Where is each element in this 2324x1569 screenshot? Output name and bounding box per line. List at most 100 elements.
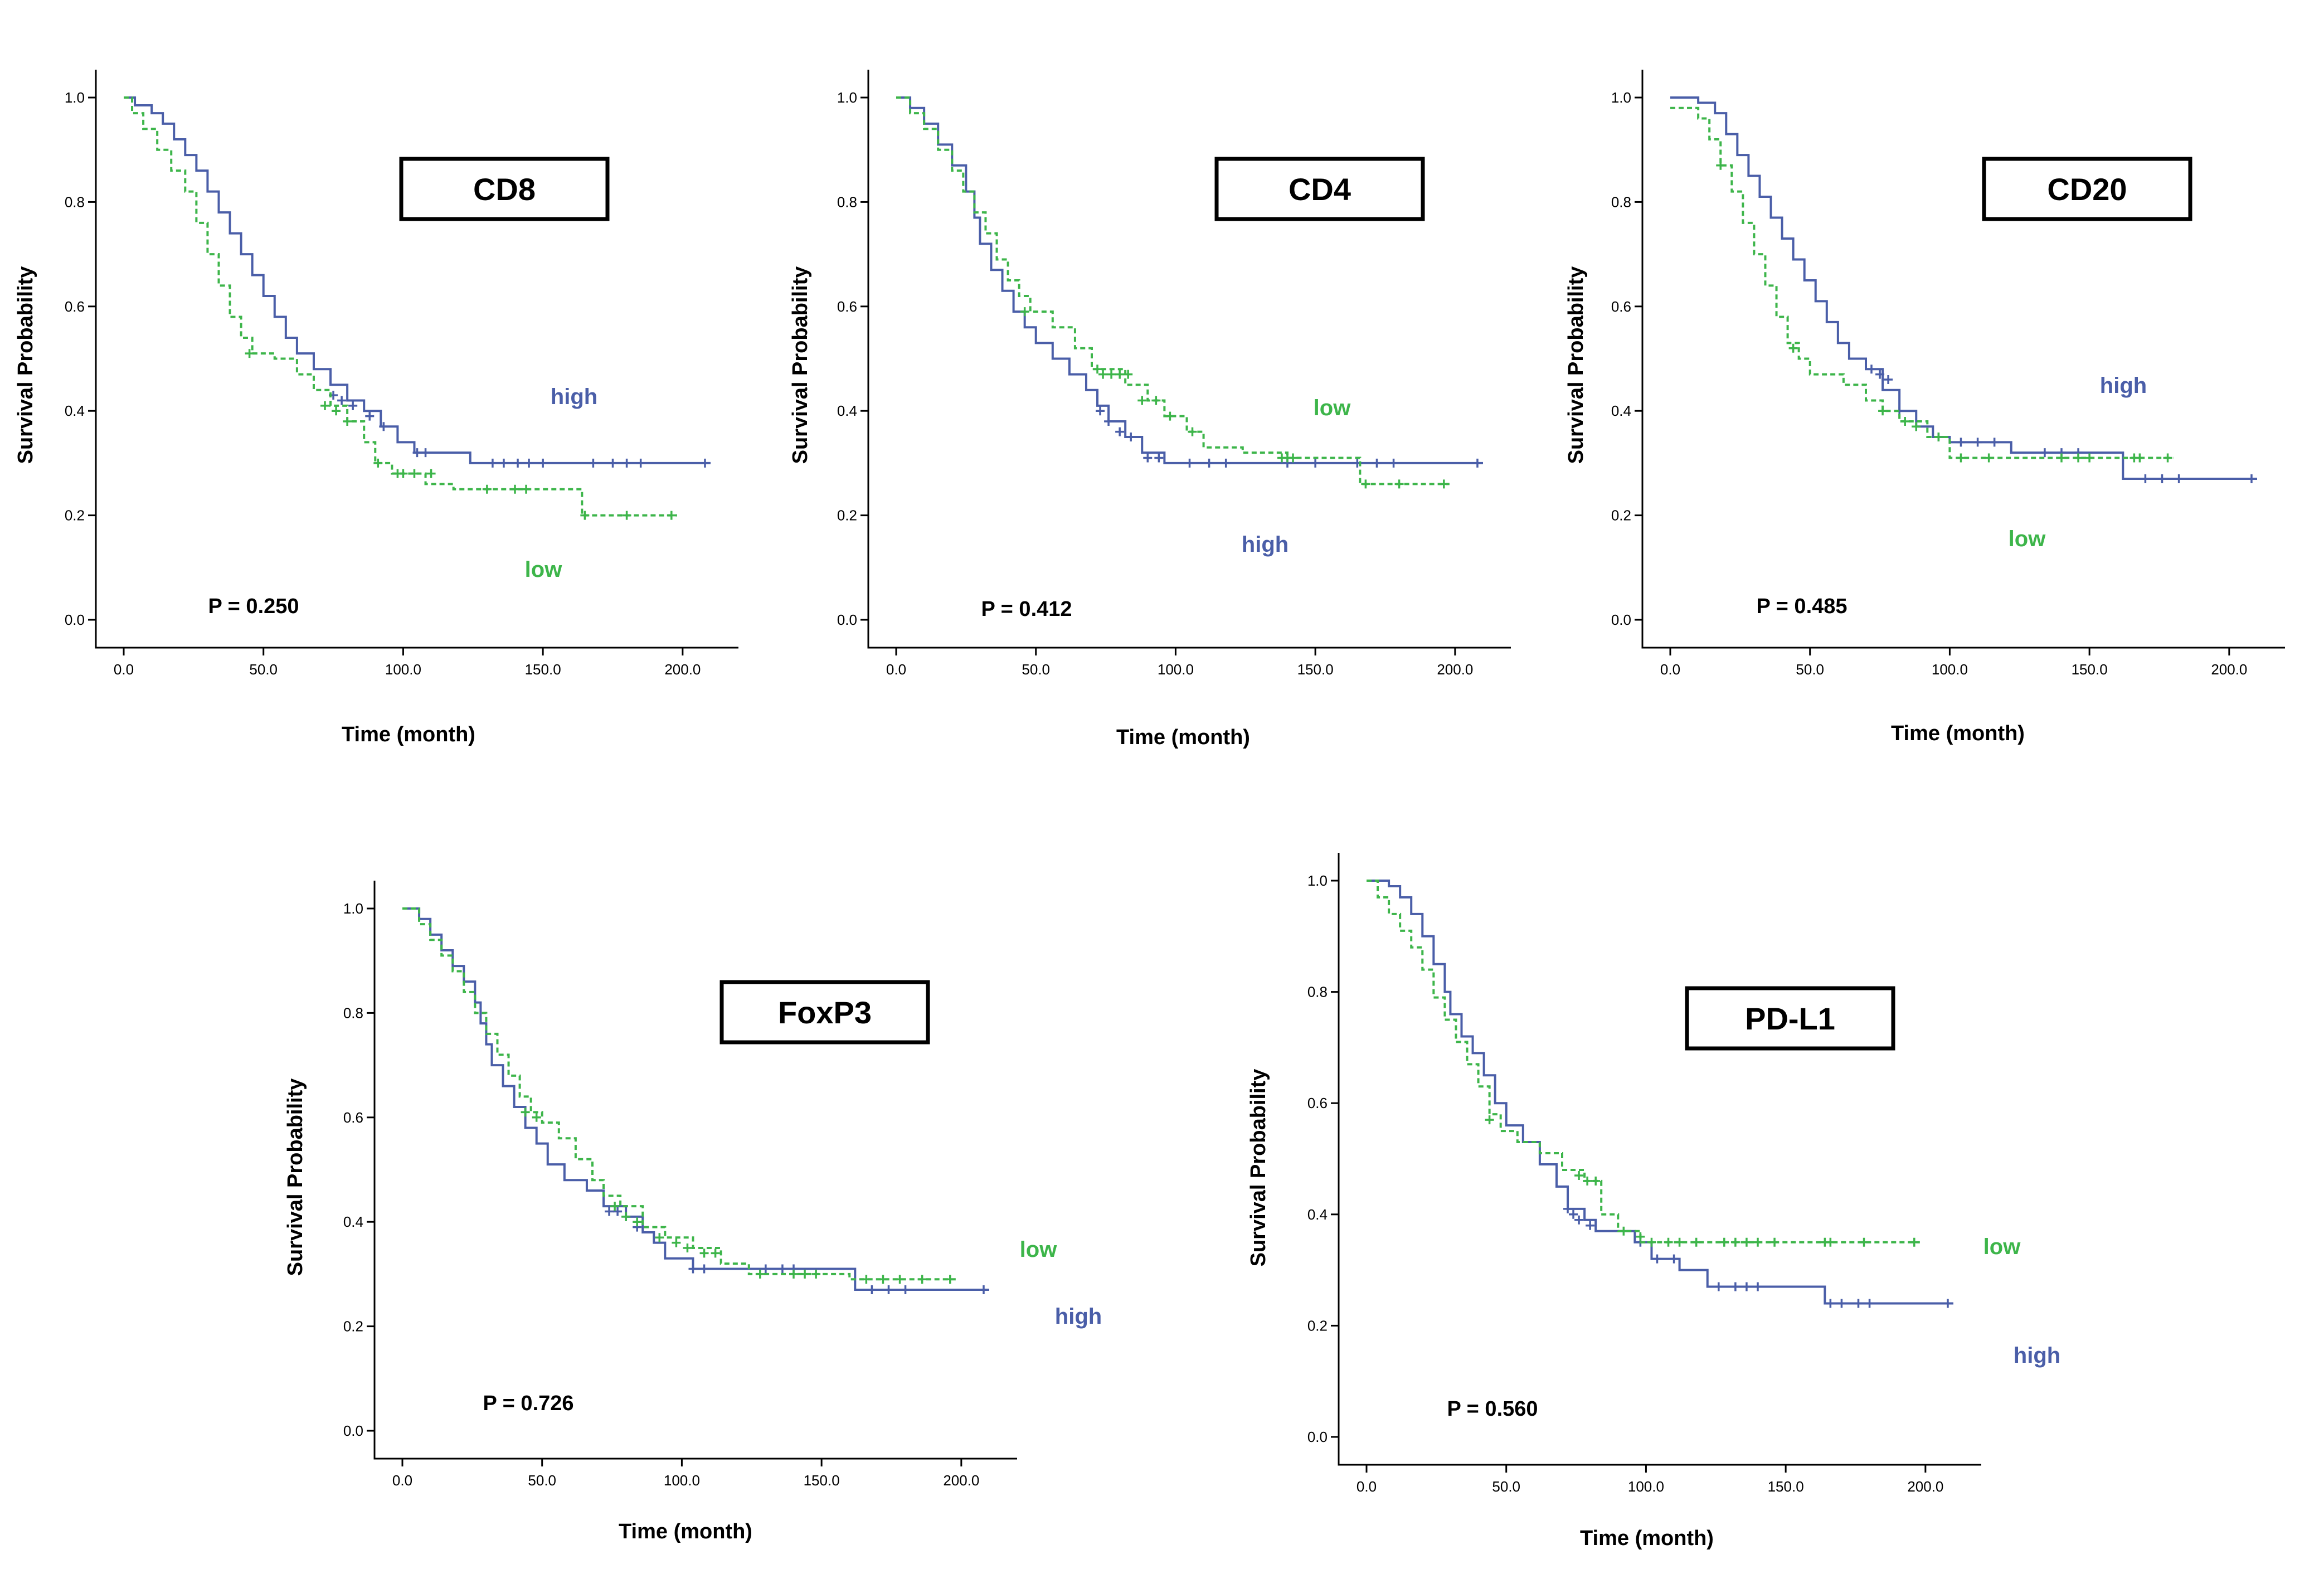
censor-mark-high <box>1372 458 1382 468</box>
censor-mark-high <box>1837 1299 1846 1308</box>
censor-mark-low <box>1188 427 1197 436</box>
censor-mark-high <box>979 1285 988 1295</box>
censor-mark-low <box>683 1243 692 1253</box>
censor-mark-high <box>1104 416 1114 426</box>
censor-mark-low <box>1619 1226 1628 1236</box>
km-curve-high <box>402 907 989 1291</box>
marker-title: CD4 <box>1289 172 1351 207</box>
y-tick-label: 0.4 <box>65 402 85 419</box>
censor-mark-low <box>2057 453 2066 463</box>
censor-mark-low <box>655 1233 664 1242</box>
y-tick-label: 0.2 <box>1307 1317 1328 1334</box>
y-tick-label: 0.8 <box>1307 984 1328 1000</box>
axis-frame <box>1338 853 1981 1466</box>
censor-mark-high <box>2040 448 2049 458</box>
censor-mark-low <box>2085 453 2094 463</box>
series-label-high: high <box>551 385 597 409</box>
censor-mark-high <box>499 458 508 468</box>
p-value: P = 0.560 <box>1447 1397 1538 1421</box>
censor-mark-high <box>1115 427 1125 436</box>
x-tick-label: 100.0 <box>1932 661 1968 678</box>
marker-title-box <box>719 980 930 1045</box>
censor-mark-low <box>1716 161 1725 170</box>
censor-mark-high <box>700 458 709 468</box>
y-axis-title: Survival Probability <box>1247 1069 1270 1267</box>
x-tick-label: 50.0 <box>249 661 278 678</box>
censor-mark-low <box>1098 370 1108 379</box>
censor-mark-low <box>532 1113 541 1122</box>
x-tick-label: 100.0 <box>1628 1478 1664 1495</box>
censor-mark-low <box>1691 1237 1701 1247</box>
y-tick-label: 1.0 <box>1307 872 1328 889</box>
km-panel-cd4: 0.0 0.2 0.4 0.6 0.8 1.0 0.0 50.0 100.0 150.0 200.0… <box>789 70 1511 749</box>
censor-mark-low <box>1788 343 1798 353</box>
censor-mark-high <box>524 458 534 468</box>
x-tick-label: 200.0 <box>1437 661 1473 678</box>
censor-mark-low <box>667 511 676 520</box>
x-axis-title: Time (month) <box>342 723 475 746</box>
censor-mark-low <box>811 1269 821 1279</box>
y-tick-label: 0.0 <box>343 1422 363 1439</box>
censor-mark-low <box>672 1238 681 1247</box>
censor-mark-high <box>1990 438 1999 447</box>
x-tick-label: 100.0 <box>385 661 421 678</box>
censor-mark-low <box>862 1275 871 1284</box>
censor-mark-low <box>1361 479 1370 489</box>
x-tick-label: 200.0 <box>2211 661 2247 678</box>
y-tick-label: 0.0 <box>1611 611 1631 628</box>
censor-mark-low <box>1675 1237 1684 1247</box>
km-curve-low <box>896 96 1450 485</box>
km-curve-high <box>896 96 1483 464</box>
censor-mark-low <box>2074 453 2083 463</box>
censor-mark-high <box>1185 458 1194 468</box>
censor-mark-low <box>426 469 436 478</box>
censor-mark-high <box>1826 1299 1835 1308</box>
censor-mark-high <box>613 1207 623 1216</box>
km-panel-foxp3: 0.0 0.2 0.4 0.6 0.8 1.0 0.0 50.0 100.0 150.0 200.0… <box>284 881 1102 1543</box>
censor-mark-low <box>2135 453 2145 463</box>
censor-mark-high <box>1854 1299 1863 1308</box>
censor-mark-low <box>1124 370 1133 379</box>
censor-mark-low <box>1137 396 1147 405</box>
censor-mark-high <box>1154 453 1164 463</box>
censor-mark-high <box>1875 370 1885 379</box>
y-axis-title: Survival Probability <box>1564 266 1588 464</box>
axis-frame <box>867 70 1511 649</box>
marker-title: PD-L1 <box>1745 1001 1835 1036</box>
censor-mark-high <box>636 458 645 468</box>
censor-mark-low <box>1165 411 1175 421</box>
censor-mark-low <box>1107 370 1116 379</box>
x-tick-label: 150.0 <box>1297 661 1334 678</box>
censor-mark-high <box>337 396 347 405</box>
censor-mark-low <box>1859 1237 1869 1247</box>
censor-mark-low <box>1770 1237 1780 1247</box>
marker-title-box <box>1685 986 1895 1051</box>
censor-mark-low <box>610 1202 620 1211</box>
censor-mark-high <box>2157 474 2167 484</box>
censor-mark-low <box>1719 1237 1729 1247</box>
y-tick-label: 0.0 <box>1307 1429 1328 1445</box>
censor-mark-low <box>410 469 419 478</box>
censor-mark-low <box>633 1217 642 1227</box>
censor-mark-high <box>589 458 598 468</box>
y-tick-label: 0.6 <box>65 298 85 315</box>
censor-mark-high <box>1973 438 1982 447</box>
censor-mark-high <box>699 1264 709 1274</box>
censor-mark-low <box>343 416 352 426</box>
censor-mark-low <box>1020 307 1029 317</box>
axis-frame <box>95 70 738 649</box>
censor-mark-low <box>878 1275 888 1284</box>
censor-mark-low <box>1956 453 1966 463</box>
x-tick-label: 0.0 <box>886 661 906 678</box>
y-tick-label: 0.8 <box>837 193 857 210</box>
censor-mark-high <box>1943 1299 1952 1308</box>
y-tick-label: 0.0 <box>837 611 857 628</box>
y-tick-label: 0.8 <box>65 193 85 210</box>
censor-mark-high <box>688 1264 698 1274</box>
censor-mark-high <box>1574 1215 1584 1225</box>
series-label-high: high <box>2014 1343 2060 1368</box>
y-tick-label: 0.0 <box>65 611 85 628</box>
x-tick-label: 50.0 <box>1022 661 1050 678</box>
y-axis-title: Survival Probability <box>789 266 812 464</box>
